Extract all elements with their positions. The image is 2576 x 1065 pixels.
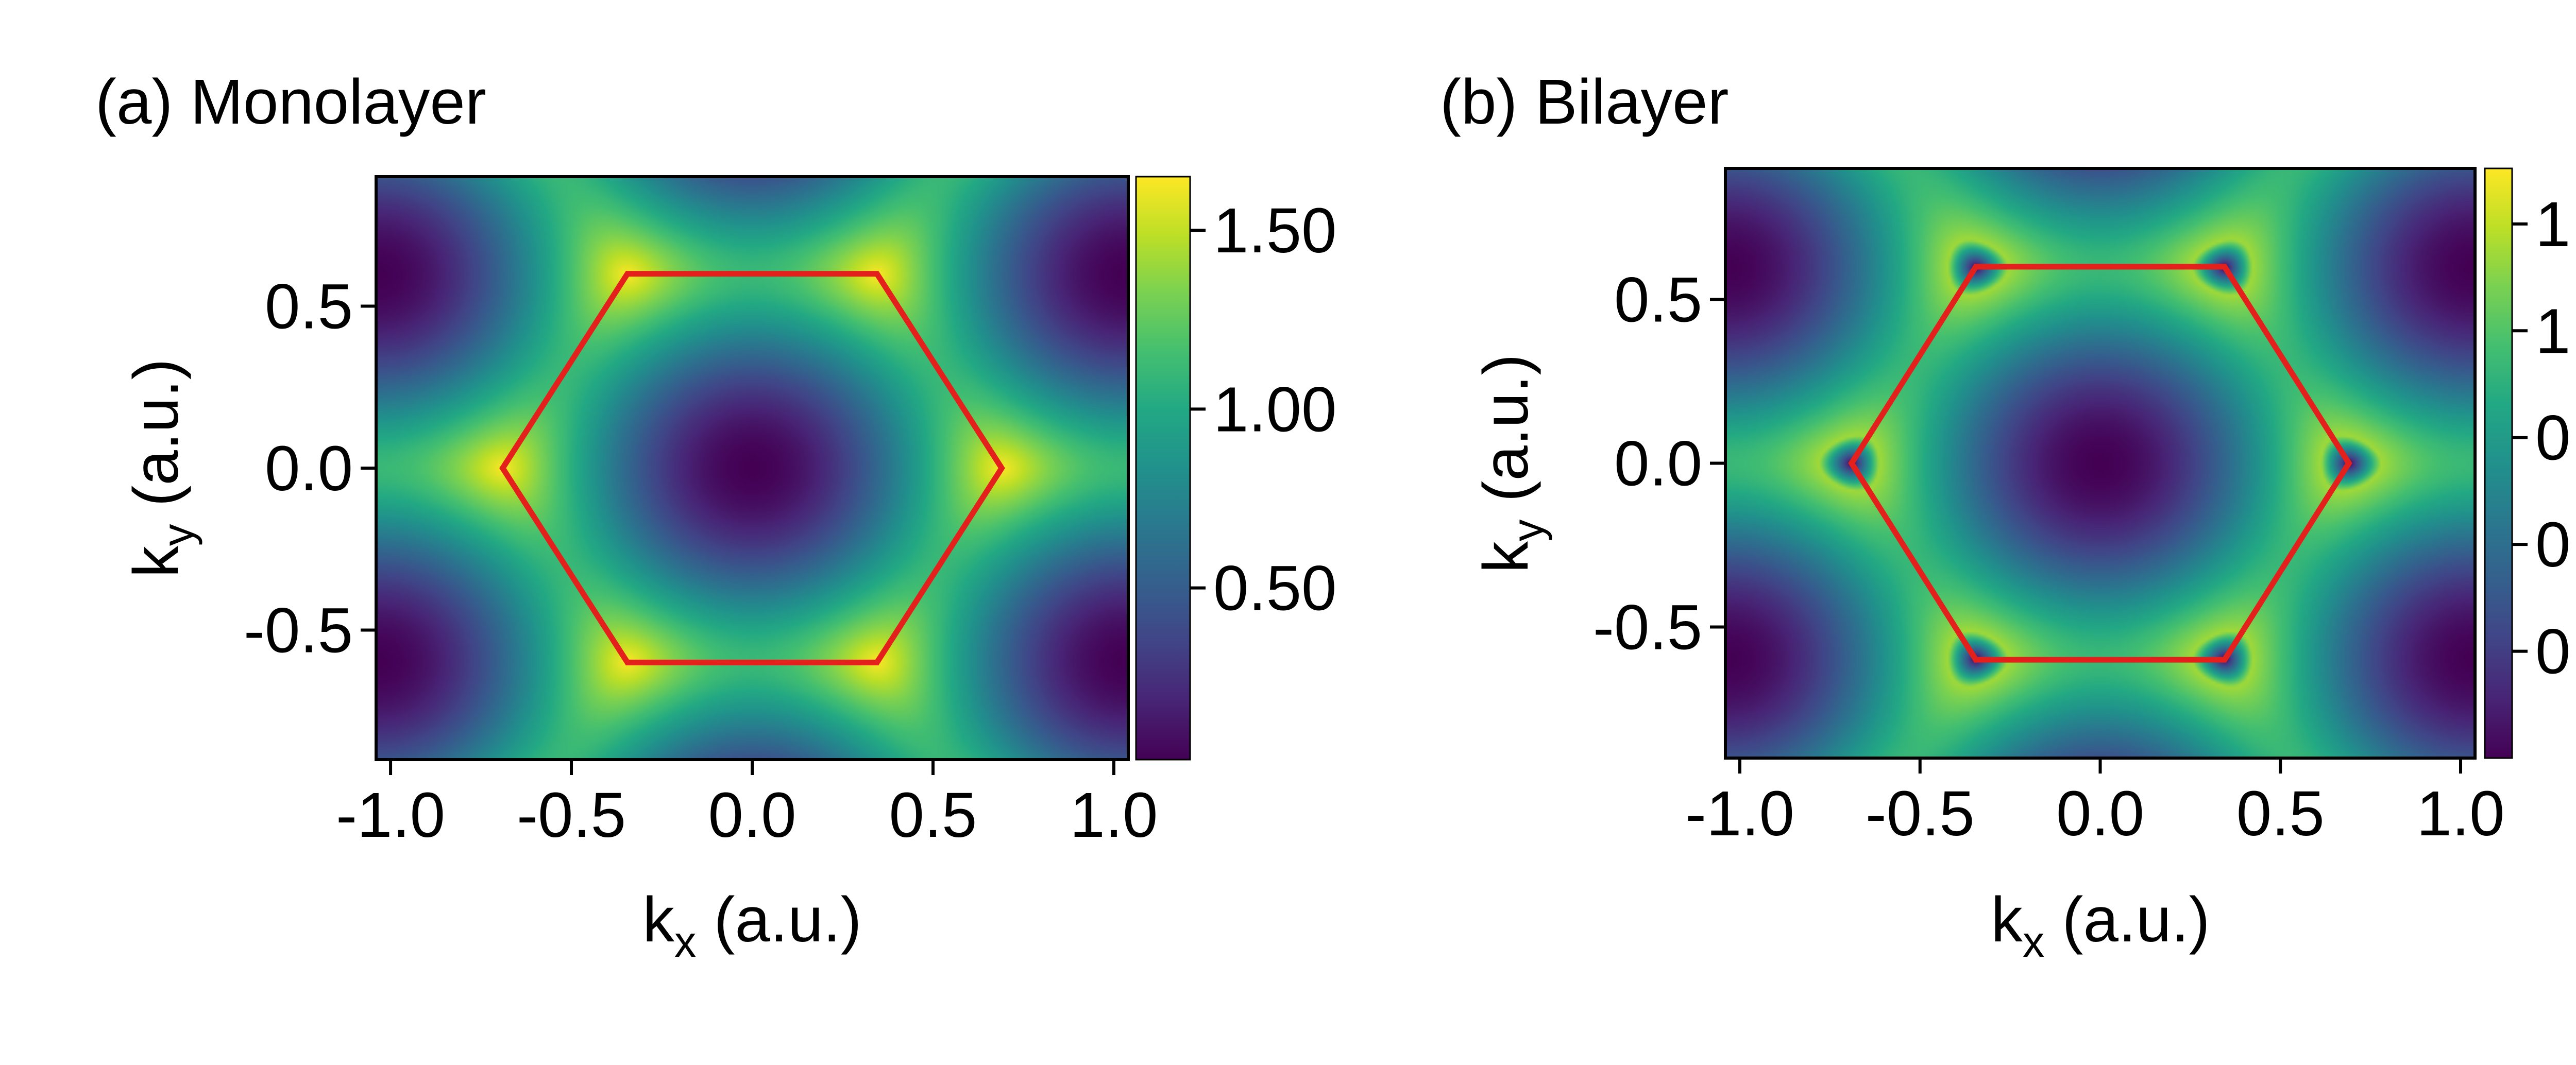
y-tick-label: -0.5: [244, 595, 353, 666]
panel-a-heatmap: [376, 177, 1128, 760]
panel-a-y-axis: 0.5 0.0 -0.5: [244, 272, 376, 666]
x-tick-label: 0.5: [889, 780, 977, 851]
panel-a-x-axis: -1.0 -0.5 0.0 0.5 1.0: [336, 760, 1158, 851]
x-tick-label: 1.0: [1070, 780, 1158, 851]
panel-b-x-axis: -1.0 -0.5 0.0 0.5 1.0: [1685, 758, 2505, 849]
y-tick-label: 0.0: [265, 434, 353, 504]
colorbar-tick-label: 0.75: [2535, 403, 2576, 474]
colorbar-tick-label: 0.50: [1213, 554, 1336, 624]
y-tick-label: 0.0: [1614, 429, 1702, 500]
colorbar-tick-label: 0.25: [2535, 617, 2576, 688]
panel-b-colorbar-ticks: 1.25 1.00 0.75 0.50 0.25: [2512, 190, 2576, 688]
panel-a-colorbar-ticks: 1.50 1.00 0.50: [1190, 196, 1336, 624]
x-tick-label: -1.0: [1685, 779, 1794, 849]
panel-a-brillouin-zone: [499, 271, 1005, 665]
x-tick-label: 0.5: [2236, 779, 2325, 849]
panel-b-x-axis-label: kx (a.u.): [1991, 885, 2210, 967]
panel-b-title: (b) Bilayer: [1440, 67, 1728, 138]
y-tick-label: -0.5: [1593, 593, 1702, 663]
y-tick-label: 0.5: [265, 272, 353, 342]
panel-a-y-axis-label: ky (a.u.): [121, 358, 203, 577]
x-tick-label: -0.5: [517, 780, 626, 851]
x-tick-label: 0.0: [2056, 779, 2144, 849]
panel-b-brillouin-zone: [1848, 264, 2352, 663]
y-tick-label: 0.5: [1614, 265, 1702, 335]
panel-b: (b) Bilayer -1.0 -0.5 0.0 0.5 1.0 0.5 0.0 -0.5…: [1440, 67, 2576, 967]
colorbar-tick-label: 1.50: [1213, 196, 1336, 266]
x-tick-label: 1.0: [2417, 779, 2505, 849]
panel-b-y-axis: 0.5 0.0 -0.5: [1593, 265, 1725, 663]
panel-b-heatmap: [1725, 168, 2475, 758]
colorbar-tick-label: 1.25: [2535, 190, 2576, 260]
panel-a-x-axis-label: kx (a.u.): [642, 885, 861, 967]
x-tick-label: -1.0: [336, 780, 445, 851]
panel-a-title: (a) Monolayer: [95, 67, 486, 138]
panel-a-colorbar: [1135, 176, 1191, 761]
panel-b-y-axis-label: ky (a.u.): [1471, 354, 1553, 573]
colorbar-tick-label: 1.00: [1213, 374, 1336, 445]
colorbar-tick-label: 0.50: [2535, 510, 2576, 580]
panel-b-colorbar: [2484, 167, 2513, 759]
x-tick-label: 0.0: [708, 780, 796, 851]
panel-a: (a) Monolayer -1.0 -0.5 0.0 0.5 1.0 0.5 0.0 -0…: [95, 67, 1336, 967]
x-tick-label: -0.5: [1866, 779, 1975, 849]
colorbar-tick-label: 1.00: [2535, 296, 2576, 367]
